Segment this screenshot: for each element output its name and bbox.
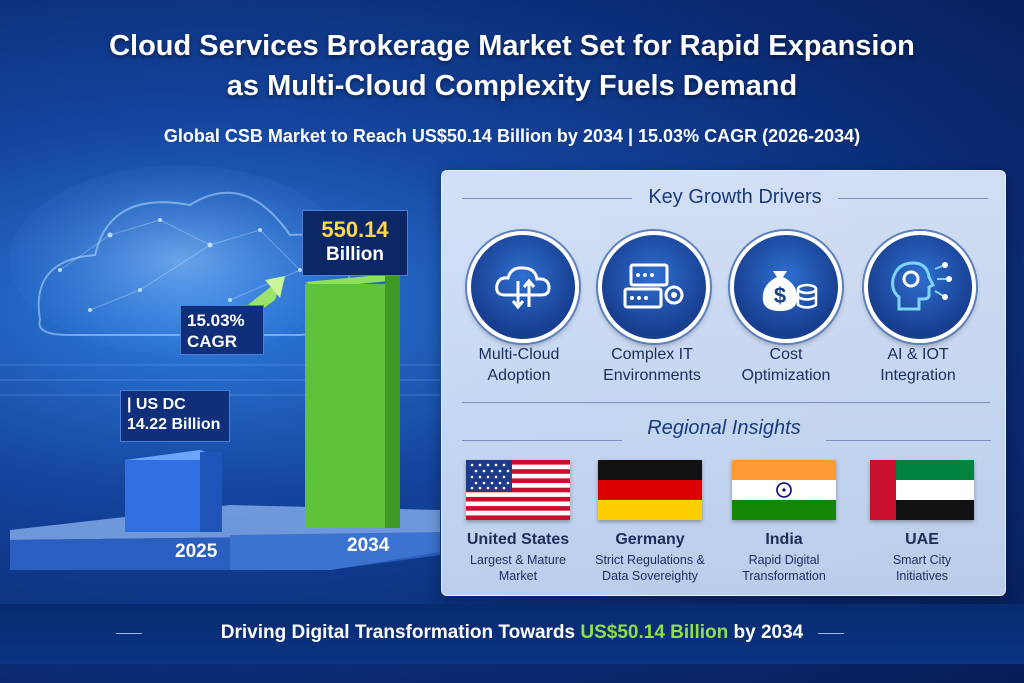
footer-arrow-left-icon	[116, 633, 142, 634]
region-name-germany: Germany	[615, 531, 685, 548]
drivers-divider-left	[462, 198, 632, 199]
driver-label-ai-iot: AI & IOT Integration	[880, 346, 956, 384]
driver-label-complex-it: Complex IT Environments	[603, 346, 701, 384]
footer-arrow-right-icon	[818, 633, 844, 634]
india-flag-icon	[732, 460, 836, 520]
region-name-india: India	[765, 531, 803, 548]
year-2034: 2034	[347, 535, 390, 556]
uae-flag-icon	[870, 460, 974, 520]
regions-divider-left	[462, 440, 622, 441]
regions-divider-top	[462, 402, 990, 403]
region-name-uae: UAE	[905, 531, 939, 548]
drivers-divider-right	[838, 198, 988, 199]
bar-2034-label: 550.14 Billion	[302, 210, 408, 276]
driver-label-cost: Cost Optimization	[741, 346, 831, 384]
drivers-heading: Key Growth Drivers	[648, 186, 822, 208]
region-desc-germany: Strict Regulations & Data Sovereighty	[595, 553, 705, 583]
regions-divider-right	[826, 440, 991, 441]
headline-line-1: Cloud Services Brokerage Market Set for …	[109, 30, 915, 62]
region-desc-uae: Smart City Initiatives	[892, 553, 952, 583]
driver-circle-cost: $	[730, 231, 842, 343]
svg-text:$: $	[774, 283, 786, 308]
germany-flag-icon	[598, 460, 702, 520]
footer-tagline: Driving Digital Transformation Towards U…	[220, 622, 804, 643]
platform-step	[230, 532, 440, 570]
cagr-label: 15.03% CAGR	[180, 305, 264, 355]
cloud-sync-icon	[495, 266, 551, 310]
us-flag-icon	[466, 460, 570, 520]
growth-bar-graphic	[10, 274, 440, 570]
regions-heading: Regional Insights	[647, 417, 801, 439]
region-desc-us: Largest & Mature Market	[470, 553, 566, 583]
money-bag-icon: $	[762, 271, 818, 311]
region-name-us: United States	[466, 531, 570, 548]
subtitle: Global CSB Market to Reach US$50.14 Bill…	[163, 126, 861, 146]
driver-circle-multicloud	[467, 231, 579, 343]
bar-2034	[305, 284, 395, 528]
servers-gear-icon	[623, 263, 684, 309]
headline-line-2: as Multi-Cloud Complexity Fuels Demand	[226, 70, 798, 102]
year-2025: 2025	[175, 541, 218, 562]
region-desc-india: Rapid Digital Transformation	[742, 553, 826, 583]
driver-label-multicloud: Multi-Cloud Adoption	[478, 346, 560, 384]
driver-circle-complex-it	[598, 231, 710, 343]
driver-circle-ai-iot	[864, 231, 976, 343]
cloud-network-background	[0, 165, 440, 396]
bar-2025-label: | US DC 14.22 Billion	[120, 390, 230, 442]
footer-band	[0, 604, 1024, 664]
ai-head-icon	[891, 261, 952, 311]
